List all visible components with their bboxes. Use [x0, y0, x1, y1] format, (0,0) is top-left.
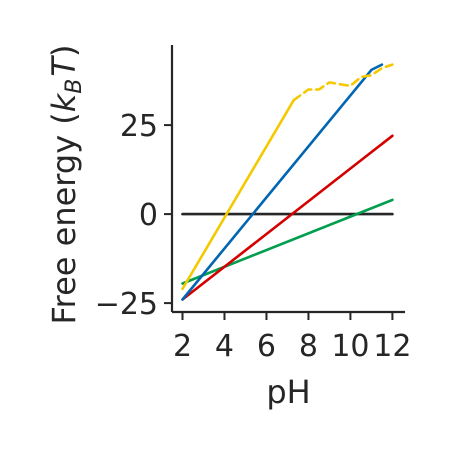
x-tick-label: 2 [173, 329, 192, 364]
y-axis-label-subscript: B [62, 79, 87, 94]
y-axis-label-variable-2: T [45, 55, 83, 77]
x-tick-label: 12 [373, 329, 411, 364]
x-tick-label: 4 [215, 329, 234, 364]
series-line-2 [181, 134, 394, 301]
x-axis-label: pH [266, 373, 310, 411]
series-line-4 [181, 98, 296, 291]
x-tick-label: 6 [257, 329, 276, 364]
y-axis-label-variable: k [45, 92, 83, 112]
y-tick-label: 25 [120, 109, 158, 144]
series-line-1 [181, 198, 394, 285]
y-tick-label: 0 [139, 198, 158, 233]
series-line-5 [292, 63, 394, 102]
x-ticks: 2 4 6 8 10 12 [173, 312, 411, 364]
y-tick-label: −25 [95, 287, 158, 322]
y-axis-label: Free energy (kBT) [45, 45, 87, 325]
y-axis-label-end: ) [45, 45, 83, 57]
x-tick-label: 10 [331, 329, 369, 364]
y-axis-label-main: Free energy ( [45, 112, 83, 324]
x-tick-label: 8 [299, 329, 318, 364]
series-layer [181, 63, 394, 301]
series-line-3 [181, 63, 384, 301]
y-ticks: −25 0 25 [95, 109, 172, 322]
